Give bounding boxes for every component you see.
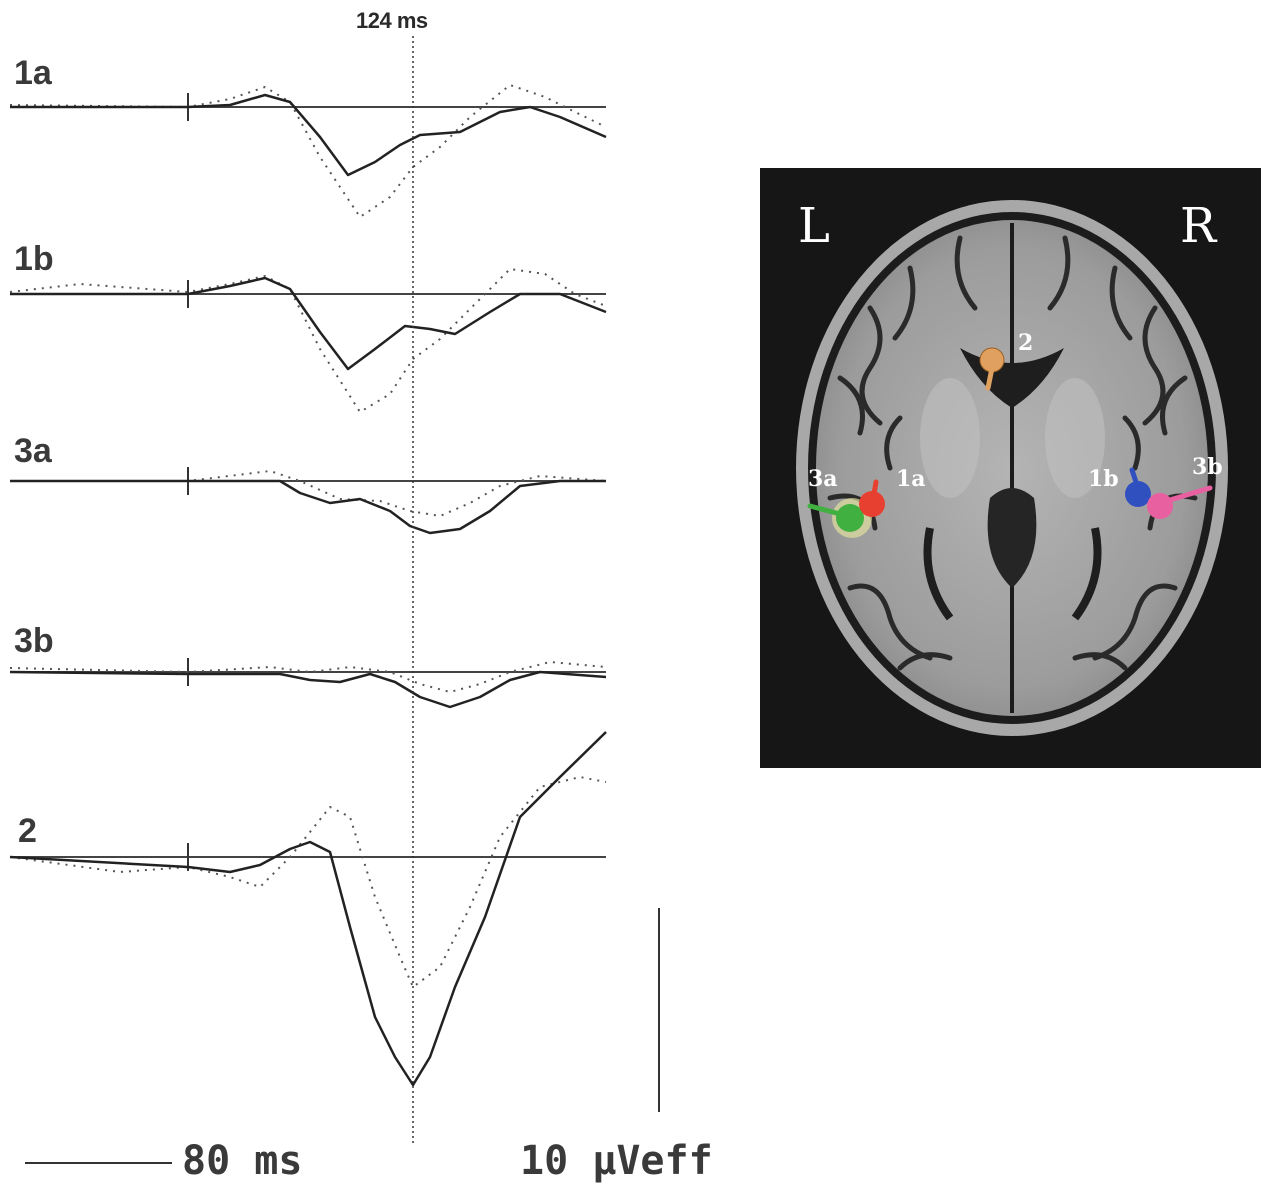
waveform-solid-1b — [10, 276, 607, 371]
source-2-dipole — [979, 347, 1005, 391]
waveform-dotted-2 — [9, 776, 607, 988]
source-label-1a: 1a — [896, 466, 926, 492]
waveform-solid-2 — [9, 731, 607, 1087]
source-waveforms — [9, 84, 607, 1087]
trace-label-1b: 1b — [14, 240, 54, 278]
source-3b-dipole — [1147, 485, 1213, 519]
time-scale-label: 80 ms — [182, 1138, 303, 1184]
waveform-dotted-3a — [10, 470, 607, 517]
source-label-3a: 3a — [808, 466, 838, 492]
source-label-2: 2 — [1018, 330, 1034, 356]
trace-label-1a: 1a — [14, 54, 52, 92]
latency-marker-label: 124 ms — [356, 8, 428, 33]
source-1b-dipole — [1125, 467, 1151, 507]
axial-brain-slice — [796, 200, 1228, 736]
waveform-dotted-1b — [9, 268, 607, 413]
waveform-dotted-1a — [9, 84, 607, 218]
amplitude-scale-label: 10 μVeff — [520, 1138, 713, 1184]
trace-label-2: 2 — [18, 812, 37, 850]
source-1a-dipole — [859, 479, 885, 517]
source-label-3b: 3b — [1192, 454, 1223, 480]
trace-label-3a: 3a — [14, 432, 52, 470]
brain-mri-panel: L R 2 3a 1a 1b 3b — [760, 168, 1261, 768]
left-hemisphere-label: L — [798, 198, 830, 254]
source-label-1b: 1b — [1088, 466, 1119, 492]
waveform-solid-1a — [10, 93, 607, 177]
waveform-solid-3b — [9, 670, 607, 709]
right-hemisphere-label: R — [1180, 198, 1217, 254]
waveform-solid-3a — [10, 479, 606, 535]
trace-label-3b: 3b — [14, 622, 54, 660]
